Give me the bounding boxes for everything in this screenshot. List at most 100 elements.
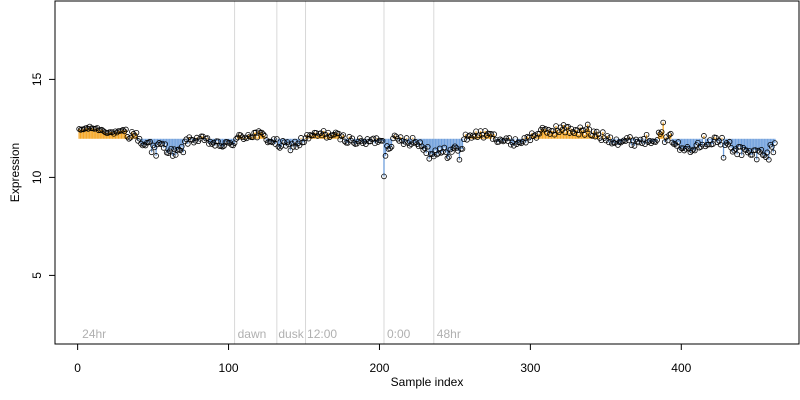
data-point	[769, 144, 775, 150]
data-point	[292, 138, 298, 145]
data-point	[360, 140, 366, 147]
data-point	[293, 144, 300, 150]
y-tick-label: 15	[30, 72, 44, 86]
data-point	[420, 147, 427, 153]
data-point	[627, 134, 633, 140]
data-point	[637, 136, 644, 143]
data-point	[233, 136, 239, 142]
data-point	[341, 138, 348, 145]
data-point	[695, 139, 701, 146]
data-point	[397, 134, 404, 140]
data-point	[738, 152, 745, 159]
data-point	[332, 129, 339, 136]
data-point	[593, 128, 600, 135]
data-point	[752, 147, 759, 153]
y-axis: 5 10 15	[30, 72, 55, 279]
data-point	[132, 132, 138, 139]
data-point	[323, 134, 330, 141]
data-point	[133, 129, 140, 136]
data-point	[240, 136, 247, 142]
data-point	[604, 133, 611, 139]
data-point	[86, 123, 93, 130]
data-point	[622, 138, 629, 144]
data-point	[474, 134, 481, 140]
plot-frame	[54, 0, 800, 345]
data-point	[402, 138, 408, 145]
data-point	[660, 119, 666, 126]
data-point	[426, 155, 433, 162]
data-point	[153, 153, 159, 159]
data-point	[530, 133, 537, 139]
data-point	[461, 136, 467, 143]
data-point	[269, 139, 276, 146]
data-point	[408, 141, 414, 147]
data-point	[673, 143, 680, 149]
data-point	[192, 137, 199, 144]
data-point	[590, 128, 597, 135]
data-point	[658, 129, 665, 135]
phase-label: 48hr	[437, 327, 461, 341]
data-point	[178, 143, 185, 150]
data-point	[382, 153, 389, 159]
data-point	[770, 149, 777, 156]
data-point	[405, 140, 411, 146]
phase-dividers	[234, 1, 435, 344]
data-point	[565, 123, 571, 130]
data-point	[185, 141, 191, 147]
data-point	[274, 136, 280, 142]
data-point	[527, 137, 534, 144]
data-point	[544, 130, 550, 136]
data-point	[761, 152, 768, 159]
data-point	[737, 143, 743, 150]
data-point	[120, 127, 126, 133]
data-point	[126, 136, 132, 142]
data-point	[322, 131, 328, 138]
data-point	[491, 131, 497, 138]
data-point	[488, 131, 494, 137]
data-point	[255, 128, 262, 134]
data-point	[689, 147, 695, 154]
data-point	[283, 143, 289, 149]
data-point	[162, 141, 168, 147]
data-point	[286, 141, 292, 148]
data-point	[459, 146, 466, 152]
phase-label: dusk	[278, 327, 304, 341]
data-point	[338, 133, 345, 140]
data-point	[675, 139, 682, 145]
data-point	[396, 138, 402, 144]
data-point	[726, 138, 733, 145]
data-point	[403, 135, 410, 141]
data-point	[114, 129, 120, 136]
data-point	[464, 136, 470, 143]
data-point	[640, 136, 647, 142]
data-point	[160, 145, 167, 151]
data-point	[609, 140, 615, 147]
data-point	[584, 121, 591, 128]
data-point	[296, 142, 303, 149]
data-point	[523, 139, 529, 146]
data-point	[701, 133, 707, 139]
phase-label: 12:00	[307, 327, 337, 341]
data-point	[156, 140, 162, 146]
data-point	[692, 147, 698, 154]
data-point	[189, 137, 196, 143]
data-point	[631, 143, 638, 149]
data-point	[452, 143, 458, 150]
data-point	[747, 152, 754, 158]
data-point	[370, 135, 377, 142]
data-point	[510, 142, 517, 149]
data-point	[446, 154, 452, 160]
data-point	[723, 140, 730, 146]
x-tick-label: 0	[74, 361, 81, 375]
data-point	[180, 149, 187, 156]
data-point	[399, 138, 405, 144]
data-point	[151, 144, 158, 151]
data-point	[123, 126, 129, 133]
data-point	[731, 147, 737, 154]
data-point	[575, 131, 582, 138]
data-point	[719, 134, 725, 141]
data-point	[600, 129, 606, 135]
data-point	[287, 147, 294, 154]
data-point	[204, 135, 211, 141]
data-point	[372, 140, 378, 147]
